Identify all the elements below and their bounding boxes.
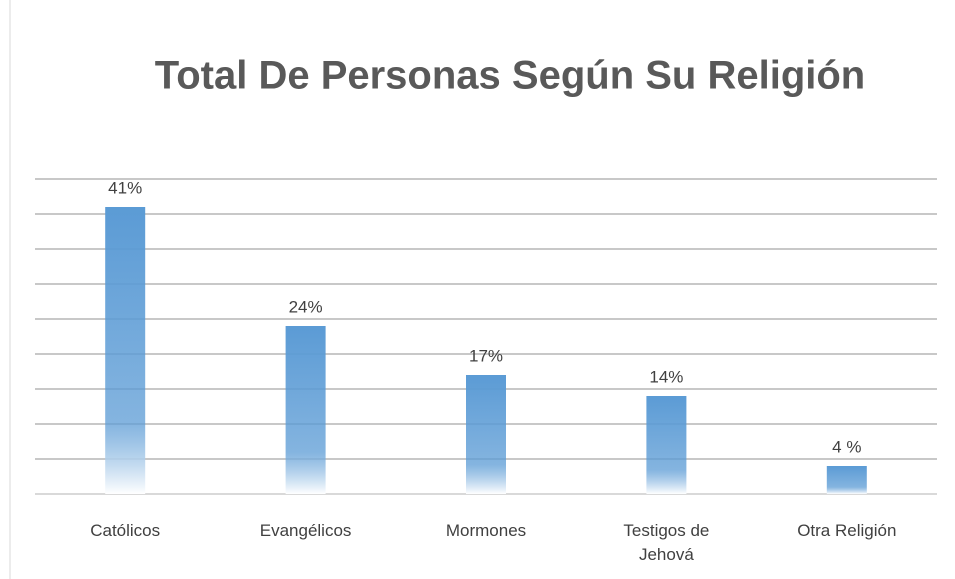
x-tick-label: Otra Religión xyxy=(797,521,897,540)
chart-title: Total De Personas Según Su Religión xyxy=(155,54,866,98)
x-tick-label: Evangélicos xyxy=(259,521,352,540)
bar xyxy=(466,375,506,494)
bar xyxy=(105,207,146,494)
data-label: 24% xyxy=(289,297,323,316)
x-tick-label: Católicos xyxy=(90,521,161,540)
bar xyxy=(285,326,326,494)
data-label: 14% xyxy=(649,367,683,386)
data-label: 17% xyxy=(469,346,503,365)
x-tick-label: Testigos de Jehová xyxy=(623,521,710,564)
x-tick-label: Mormones xyxy=(445,521,527,540)
data-label: 4 % xyxy=(832,437,861,456)
data-label: 41% xyxy=(108,178,142,197)
bar xyxy=(646,396,687,494)
bar xyxy=(826,466,867,494)
